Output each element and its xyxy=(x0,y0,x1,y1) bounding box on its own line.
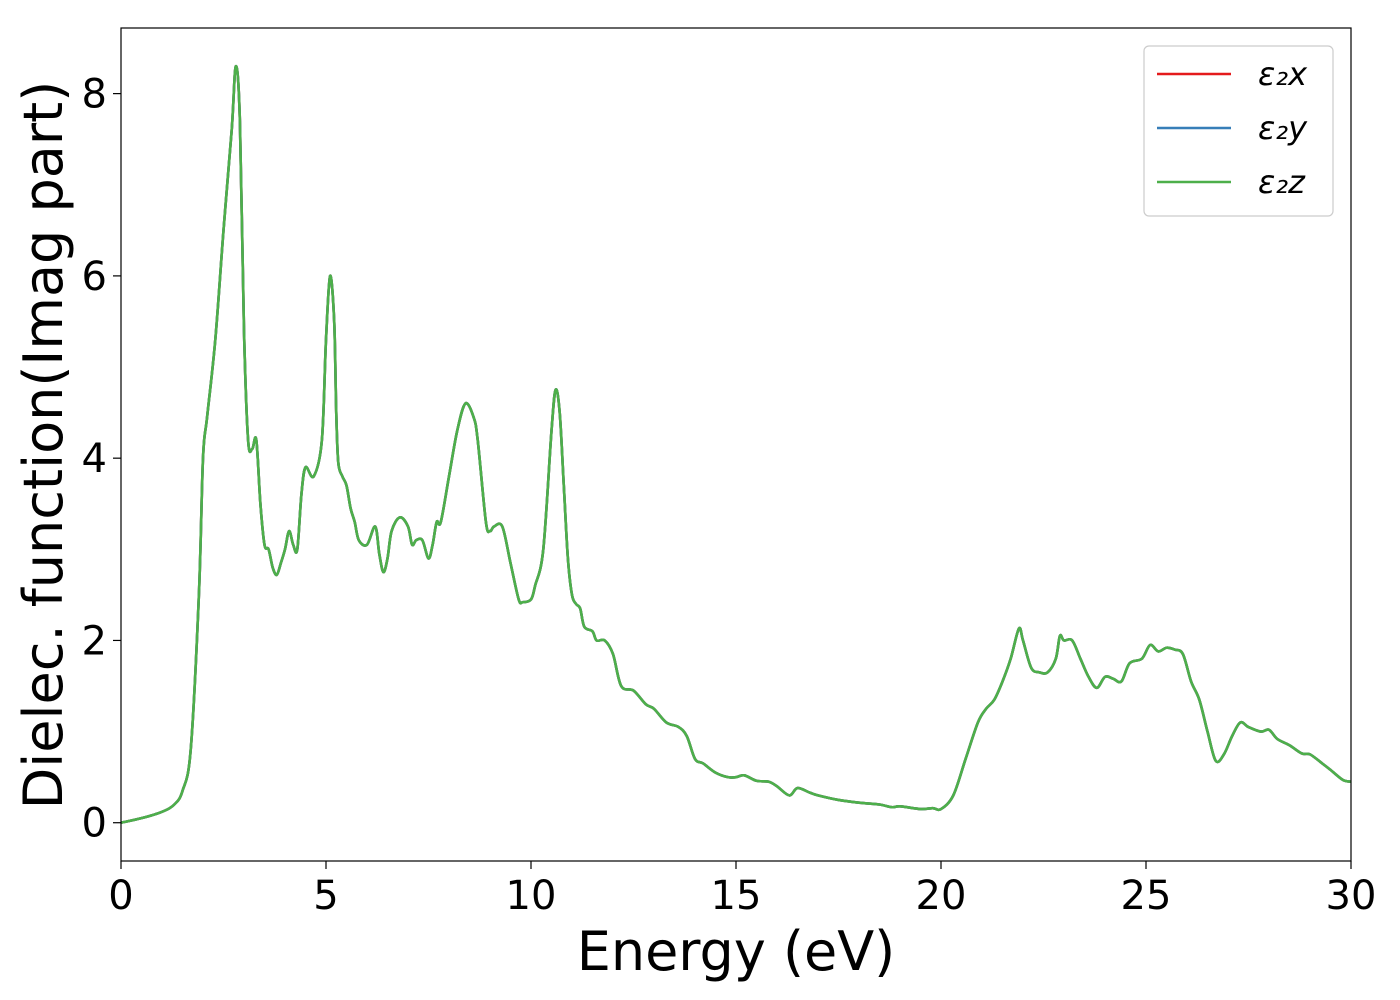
x-tick-label: 15 xyxy=(711,873,762,919)
x-tick-label: 10 xyxy=(506,873,557,919)
x-tick-label: 30 xyxy=(1326,873,1377,919)
x-tick-label: 20 xyxy=(916,873,967,919)
legend-label: ε₂x xyxy=(1258,55,1308,93)
y-axis-title: Dielec. function(Imag part) xyxy=(12,81,75,810)
x-tick-label: 25 xyxy=(1121,873,1172,919)
x-tick-label: 5 xyxy=(313,873,338,919)
y-tick-label: 0 xyxy=(82,801,107,847)
legend-label: ε₂y xyxy=(1258,109,1308,147)
x-axis-title: Energy (eV) xyxy=(577,920,896,983)
legend: ε₂x ε₂y ε₂z xyxy=(1143,45,1334,217)
y-tick-label: 2 xyxy=(82,618,107,664)
legend-box xyxy=(1143,45,1334,217)
y-tick-label: 8 xyxy=(82,72,107,118)
x-tick-label: 0 xyxy=(108,873,133,919)
y-tick-label: 6 xyxy=(82,254,107,300)
legend-label: ε₂z xyxy=(1258,163,1306,201)
y-tick-label: 4 xyxy=(82,436,107,482)
plot-layer xyxy=(120,64,1352,824)
series-line-3 xyxy=(120,64,1352,824)
y-axis-ticks: 0 2 4 6 8 xyxy=(82,72,121,847)
x-axis-ticks: 0 5 10 15 20 25 30 xyxy=(108,861,1376,919)
